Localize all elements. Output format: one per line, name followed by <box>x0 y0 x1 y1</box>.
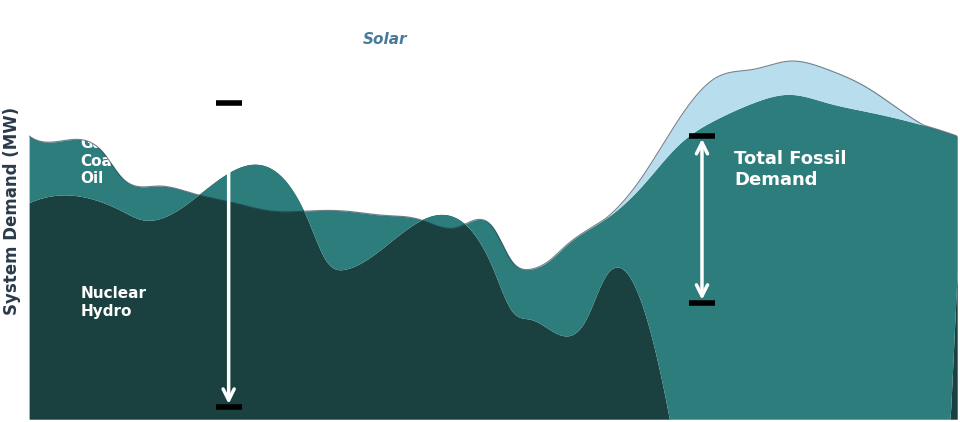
Text: Solar: Solar <box>363 32 408 47</box>
Text: Nuclear
Hydro: Nuclear Hydro <box>80 287 146 319</box>
Text: Gas
Coal
Oil: Gas Coal Oil <box>80 136 117 186</box>
Y-axis label: System Demand (MW): System Demand (MW) <box>3 107 21 315</box>
Text: Total Fossil
Demand: Total Fossil Demand <box>734 150 847 189</box>
Text: Total System
Demand: Total System Demand <box>354 150 484 189</box>
